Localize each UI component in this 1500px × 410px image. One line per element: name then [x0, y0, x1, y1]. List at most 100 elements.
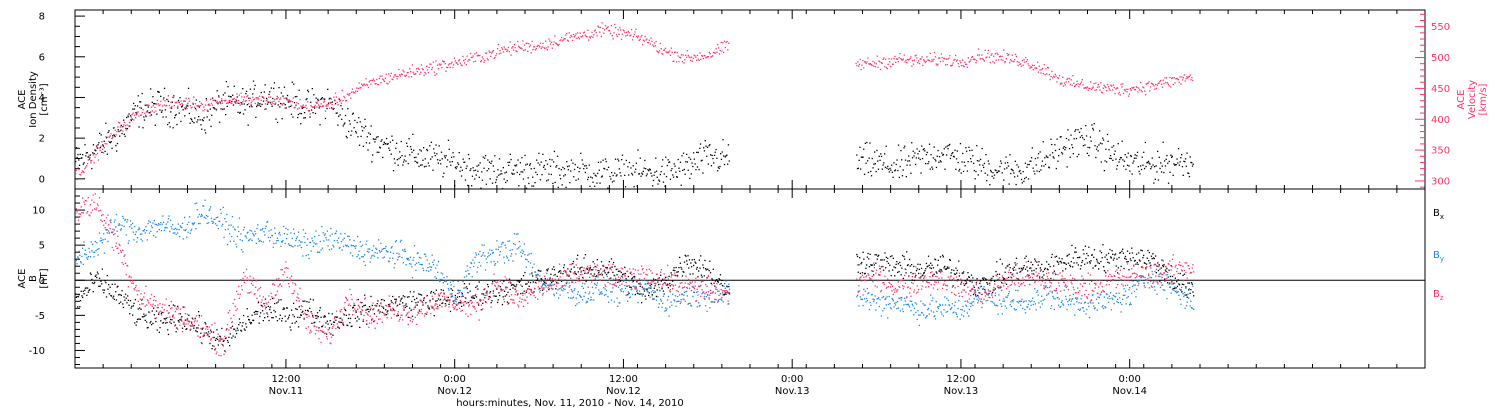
by-series-point: [604, 288, 606, 290]
bx-series-point: [311, 322, 313, 324]
density-series-point: [871, 157, 873, 160]
by-series-point: [483, 244, 485, 246]
by-series-point: [917, 310, 919, 312]
velocity-series-point: [542, 42, 544, 44]
velocity-series-point: [726, 40, 728, 43]
velocity-series-point: [107, 136, 109, 138]
by-series-point: [558, 297, 560, 299]
bx-series-point: [294, 322, 296, 324]
density-series-point: [599, 182, 601, 184]
bx-series-point: [935, 271, 937, 273]
density-series-point: [430, 158, 432, 160]
density-series-point: [970, 161, 972, 163]
velocity-series-point: [721, 50, 723, 52]
velocity-series-point: [900, 58, 902, 60]
velocity-series-point: [156, 99, 159, 102]
density-series-point: [293, 102, 296, 104]
bx-series-point: [555, 282, 558, 284]
velocity-series-point: [264, 103, 267, 105]
density-series-point: [559, 178, 562, 180]
bx-series-point: [1096, 260, 1098, 262]
by-series-point: [238, 217, 241, 219]
velocity-series-point: [1146, 82, 1148, 85]
by-series-point: [676, 295, 679, 298]
density-series-point: [962, 170, 965, 173]
density-series-point: [259, 105, 262, 107]
density-series-point: [157, 91, 160, 93]
by-series-point: [894, 302, 896, 304]
by-series-point: [563, 284, 565, 287]
bx-series-point: [298, 306, 300, 308]
velocity-series-point: [518, 45, 520, 48]
velocity-series-point: [343, 95, 345, 98]
by-series-point: [398, 253, 400, 255]
bx-series-point: [1041, 276, 1044, 278]
velocity-series-point: [653, 42, 656, 44]
density-series-point: [1033, 170, 1035, 172]
by-series-point: [187, 231, 189, 233]
density-series-point: [573, 176, 575, 178]
by-series-point: [521, 249, 523, 251]
velocity-series-point: [1036, 61, 1039, 63]
by-series-point: [200, 213, 203, 216]
density-series-point: [1126, 156, 1128, 158]
bx-series-point: [96, 271, 99, 273]
bx-series-point: [873, 274, 875, 276]
density-series-point: [1189, 156, 1191, 158]
density-series-point: [946, 145, 948, 147]
density-series-point: [433, 148, 435, 150]
by-series-point: [285, 237, 288, 240]
velocity-series-point: [120, 129, 122, 131]
density-series-point: [673, 163, 675, 165]
bx-series-point: [1138, 252, 1140, 254]
velocity-series-point: [304, 106, 306, 108]
bx-series-point: [937, 264, 939, 266]
velocity-series-point: [1080, 81, 1083, 83]
density-series-point: [132, 108, 134, 110]
by-series-point: [206, 222, 208, 224]
velocity-series-point: [685, 54, 687, 56]
density-series-point: [1010, 172, 1012, 175]
density-series-point: [529, 164, 531, 166]
velocity-series-point: [564, 38, 566, 40]
bx-series-point: [944, 265, 946, 268]
velocity-series-point: [696, 54, 699, 57]
velocity-series-point: [330, 98, 332, 100]
by-series-point: [399, 241, 402, 243]
velocity-series-point: [126, 124, 128, 126]
by-series-point: [489, 249, 491, 251]
density-series-point: [136, 113, 138, 115]
density-series-point: [82, 154, 84, 156]
velocity-series-point: [116, 130, 118, 133]
bx-series-point: [934, 258, 936, 260]
by-series-point: [335, 232, 337, 234]
by-series-point: [336, 239, 338, 242]
bx-series-point: [1171, 281, 1173, 283]
velocity-series-point: [419, 73, 421, 75]
bx-series-point: [719, 274, 722, 276]
bx-series-point: [972, 293, 975, 296]
density-series-point: [1061, 153, 1064, 155]
by-series-point: [132, 222, 134, 225]
bx-series-point: [228, 336, 230, 338]
bx-series-point: [1011, 274, 1013, 276]
velocity-series-point: [539, 42, 542, 44]
velocity-series-point: [341, 89, 343, 92]
bx-series-point: [334, 316, 336, 318]
velocity-series-point: [319, 105, 321, 107]
density-series-point: [433, 152, 436, 154]
bx-series-point: [370, 295, 372, 298]
density-series-point: [98, 142, 100, 144]
by-series-point: [288, 243, 290, 245]
by-series-point: [449, 279, 451, 281]
by-series-point: [333, 246, 335, 248]
velocity-series-point: [483, 61, 485, 63]
velocity-series-point: [329, 102, 332, 104]
bx-series-point: [721, 279, 723, 282]
velocity-series-point: [1097, 84, 1099, 86]
by-series-point: [696, 306, 698, 308]
velocity-series-point: [522, 40, 524, 42]
velocity-series-point: [859, 58, 861, 61]
bx-series-point: [1065, 263, 1067, 265]
bx-series-point: [76, 295, 78, 298]
